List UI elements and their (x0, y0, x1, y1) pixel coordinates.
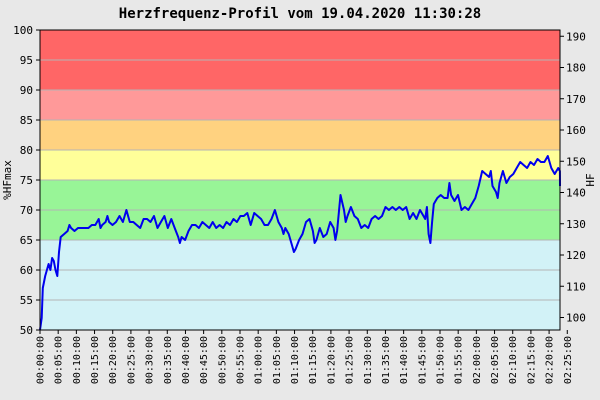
right-axis-ticks: 100 110 120 130 140 150 160 170 180 190 (560, 30, 586, 325)
right-tick-label-6: 160 (566, 124, 586, 137)
left-tick-label-0: 50 (20, 324, 33, 337)
zone-band-0 (40, 240, 560, 330)
x-tick-label-15: 01:15:00 (308, 336, 319, 384)
x-tick-label-25: 02:05:00 (490, 336, 501, 384)
x-tick-label-21: 01:45:00 (417, 336, 428, 384)
x-tick-label-5: 00:25:00 (126, 336, 137, 384)
x-tick-label-24: 02:00:00 (472, 336, 483, 384)
x-tick-label-27: 02:15:00 (526, 336, 537, 384)
right-tick-label-1: 110 (566, 280, 586, 293)
series-layer (39, 155, 561, 331)
left-axis-ticks: 50 55 60 65 70 75 80 85 90 95 100 (13, 24, 40, 337)
x-tick-label-29: 02:25:00 (563, 336, 574, 384)
x-tick-label-26: 02:10:00 (508, 336, 519, 384)
right-tick-label-0: 100 (566, 312, 586, 325)
right-tick-label-5: 150 (566, 155, 586, 168)
left-tick-label-8: 90 (20, 84, 33, 97)
left-tick-label-2: 60 (20, 264, 33, 277)
left-tick-label-4: 70 (20, 204, 33, 217)
x-tick-label-9: 00:45:00 (199, 336, 210, 384)
x-tick-label-11: 00:55:00 (236, 336, 247, 384)
left-tick-label-1: 55 (20, 294, 33, 307)
right-tick-label-2: 120 (566, 249, 586, 262)
x-tick-label-7: 00:35:00 (163, 336, 174, 384)
x-tick-label-28: 02:20:00 (545, 336, 556, 384)
x-tick-label-18: 01:30:00 (363, 336, 374, 384)
x-tick-label-0: 00:00:00 (36, 336, 47, 384)
y-axis-label-left: %HFmax (1, 160, 14, 200)
x-tick-label-1: 00:05:00 (54, 336, 65, 384)
left-tick-label-9: 95 (20, 54, 33, 67)
left-tick-label-6: 80 (20, 144, 33, 157)
x-tick-label-3: 00:15:00 (90, 336, 101, 384)
left-tick-label-3: 65 (20, 234, 33, 247)
left-tick-label-7: 85 (20, 114, 33, 127)
zone-band-3 (40, 120, 560, 150)
grid-lines (40, 59, 560, 301)
x-tick-label-22: 01:50:00 (436, 336, 447, 384)
x-tick-label-23: 01:55:00 (454, 336, 465, 384)
right-tick-label-3: 130 (566, 218, 586, 231)
right-tick-label-7: 170 (566, 93, 586, 106)
x-tick-label-16: 01:20:00 (326, 336, 337, 384)
series-line-0 (39, 155, 561, 331)
right-tick-label-4: 140 (566, 187, 586, 200)
x-tick-label-6: 00:30:00 (145, 336, 156, 384)
x-axis-ticks: 00:00:00 00:05:00 00:10:00 00:15:00 00:20:00… (36, 330, 574, 384)
x-tick-label-10: 00:50:00 (217, 336, 228, 384)
x-tick-label-14: 01:10:00 (290, 336, 301, 384)
x-tick-label-17: 01:25:00 (345, 336, 356, 384)
x-tick-label-19: 01:35:00 (381, 336, 392, 384)
left-tick-label-5: 75 (20, 174, 33, 187)
zone-band-4 (40, 90, 560, 120)
zone-band-2 (40, 150, 560, 180)
x-tick-label-13: 01:05:00 (272, 336, 283, 384)
x-tick-label-20: 01:40:00 (399, 336, 410, 384)
x-tick-label-12: 01:00:00 (254, 336, 265, 384)
right-tick-label-8: 180 (566, 62, 586, 75)
chart-title: Herzfrequenz-Profil vom 19.04.2020 11:30… (119, 6, 481, 22)
y-axis-label-right: HF (584, 173, 597, 186)
x-tick-label-2: 00:10:00 (72, 336, 83, 384)
x-tick-label-4: 00:20:00 (108, 336, 119, 384)
right-tick-label-9: 190 (566, 30, 586, 43)
x-tick-label-8: 00:40:00 (181, 336, 192, 384)
left-tick-label-10: 100 (13, 24, 33, 37)
